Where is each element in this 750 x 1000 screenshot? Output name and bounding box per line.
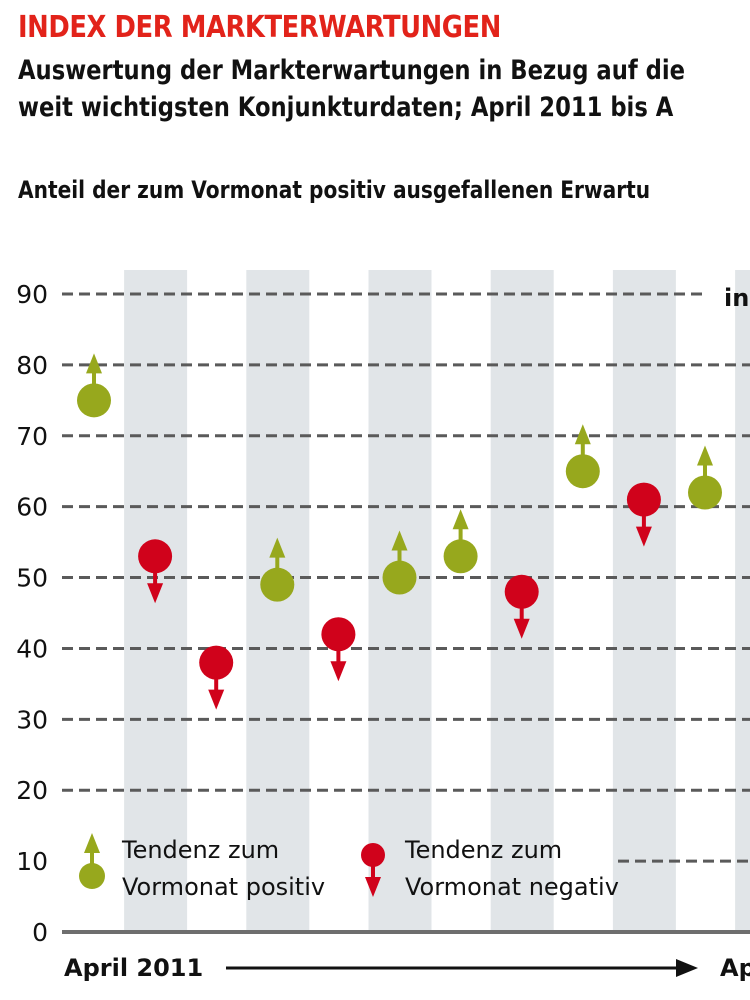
legend-negative-marker [361, 843, 385, 897]
y-tick-label: 0 [32, 918, 48, 947]
legend-positive-marker [79, 833, 105, 889]
negative-dot [626, 482, 661, 517]
negative-dot [138, 539, 173, 574]
legend-negative-line-2: Vormonat negativ [405, 873, 619, 901]
data-point [199, 645, 234, 710]
positive-dot [260, 567, 295, 602]
subtitle-line-1: Auswertung der Markterwartungen in Bezug… [18, 55, 686, 86]
trend-up-arrow-icon [86, 353, 102, 374]
y-tick-label: 90 [16, 280, 48, 309]
chart-subtitle: Auswertung der Markterwartungen in Bezug… [18, 52, 685, 126]
unit-label: in [724, 284, 749, 312]
x-label-start: April 2011 [64, 954, 203, 982]
trend-down-arrow-icon [635, 526, 652, 547]
trend-up-arrow-icon [391, 530, 408, 551]
measure-description: Anteil der zum Vormonat positiv ausgefal… [18, 176, 651, 204]
subtitle-line-2: weit wichtigsten Konjunkturdaten; April … [18, 92, 674, 123]
data-point [688, 445, 722, 510]
y-axis-ticks: 0 10 20 30 40 50 60 70 80 90 [16, 280, 48, 947]
positive-dot [77, 383, 111, 418]
background-band [735, 270, 750, 932]
data-point [626, 482, 661, 547]
data-points [77, 353, 722, 710]
negative-dot [504, 574, 539, 609]
negative-dot [199, 645, 234, 680]
positive-dot [688, 475, 722, 510]
data-point [138, 539, 173, 604]
y-tick-label: 20 [16, 776, 48, 805]
legend-negative-icon [361, 843, 385, 897]
data-point [260, 537, 295, 602]
y-tick-label: 50 [16, 564, 48, 593]
positive-dot [443, 539, 478, 574]
y-tick-label: 10 [16, 847, 48, 876]
y-tick-label: 60 [16, 493, 48, 522]
time-arrow-head [676, 959, 698, 977]
positive-dot [382, 560, 417, 595]
y-tick-label: 30 [16, 705, 48, 734]
legend: Tendenz zum Vormonat positiv Tendenz zum… [79, 833, 619, 901]
data-point [321, 617, 356, 682]
data-point [77, 353, 111, 418]
x-label-end: Ap [720, 954, 750, 982]
trend-down-arrow-icon [208, 689, 225, 710]
positive-dot [565, 454, 600, 489]
trend-up-arrow-icon [452, 509, 469, 530]
background-band [612, 270, 676, 932]
trend-up-arrow-icon [84, 833, 100, 853]
trend-up-arrow-icon [697, 445, 713, 466]
y-tick-label: 40 [16, 634, 48, 663]
legend-negative-line-1: Tendenz zum [404, 836, 562, 864]
legend-positive-line-1: Tendenz zum [121, 836, 279, 864]
trend-down-arrow-icon [147, 583, 164, 604]
data-point [443, 509, 478, 574]
negative-dot [321, 617, 356, 652]
trend-down-arrow-icon [330, 661, 347, 682]
y-tick-label: 80 [16, 351, 48, 380]
background-band [368, 270, 432, 932]
trend-up-arrow-icon [574, 424, 591, 445]
negative-dot [361, 843, 385, 867]
legend-positive-line-2: Vormonat positiv [122, 873, 325, 901]
data-point [504, 574, 539, 639]
background-bands [124, 270, 750, 932]
trend-up-arrow-icon [269, 537, 286, 558]
data-point [382, 530, 417, 595]
data-point [565, 424, 600, 489]
legend-positive-icon [79, 833, 105, 889]
y-tick-label: 70 [16, 422, 48, 451]
chart-title: INDEX DER MARKTERWARTUNGEN [18, 10, 501, 45]
trend-down-arrow-icon [365, 877, 381, 897]
trend-down-arrow-icon [513, 618, 530, 639]
positive-dot [79, 863, 105, 889]
